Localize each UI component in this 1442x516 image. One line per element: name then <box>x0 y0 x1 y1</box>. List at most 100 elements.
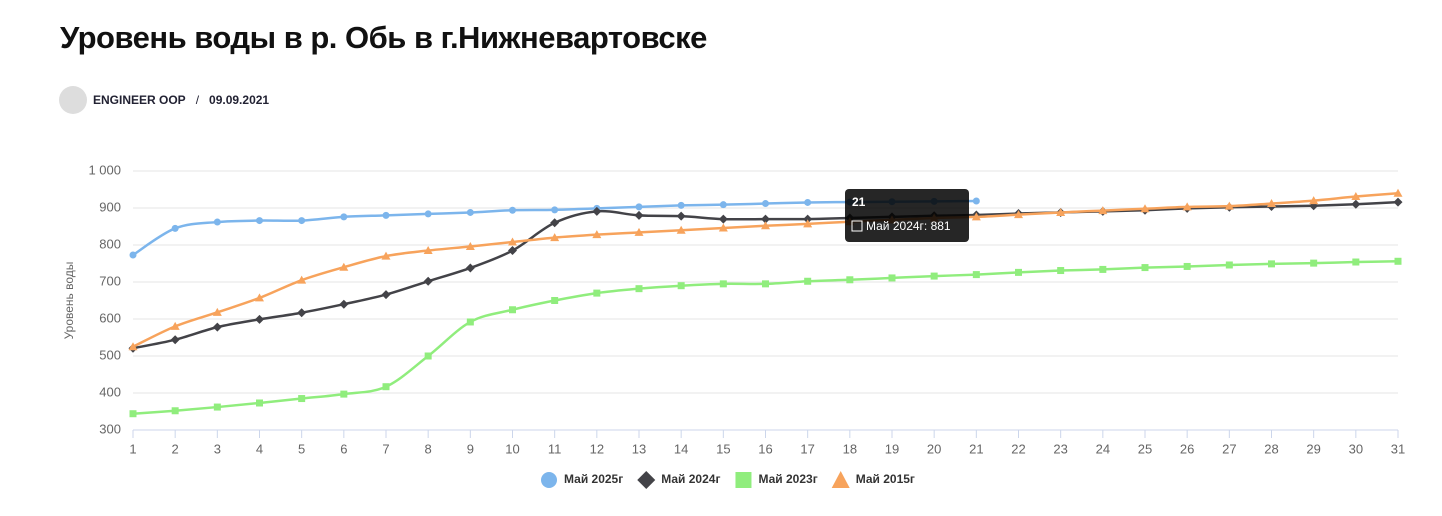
marker <box>298 395 306 403</box>
marker <box>719 201 727 209</box>
x-tick-label: 11 <box>548 441 562 456</box>
marker <box>508 246 517 256</box>
x-tick-label: 26 <box>1180 441 1194 456</box>
marker <box>550 233 560 242</box>
x-tick-label: 31 <box>1391 441 1405 456</box>
marker <box>466 208 474 216</box>
marker <box>676 225 686 234</box>
y-tick-label: 300 <box>99 421 121 436</box>
marker <box>1141 264 1149 272</box>
marker <box>170 321 180 330</box>
marker <box>128 342 138 351</box>
marker <box>1015 268 1022 276</box>
marker <box>213 403 221 411</box>
page-title: Уровень воды в р. Обь в г.Нижневартовске <box>60 20 707 55</box>
author[interactable]: ENGINEER OOP <box>93 93 186 107</box>
marker <box>256 217 263 225</box>
marker <box>803 214 813 224</box>
tooltip-text: Май 2024г: 881 <box>866 219 951 233</box>
marker <box>1352 258 1360 266</box>
marker <box>804 198 812 206</box>
x-tick-label: 19 <box>885 441 899 456</box>
avatar <box>59 86 87 114</box>
marker <box>676 211 686 221</box>
marker <box>212 307 222 316</box>
legend-label[interactable]: Май 2015г <box>856 472 915 486</box>
x-tick-label: 27 <box>1222 441 1236 456</box>
marker <box>171 224 179 232</box>
date: 09.09.2021 <box>209 93 270 107</box>
marker <box>761 214 770 224</box>
marker <box>298 217 306 225</box>
marker <box>718 214 728 224</box>
marker <box>508 237 517 246</box>
marker <box>888 274 896 282</box>
marker <box>677 201 685 209</box>
y-tick-label: 700 <box>99 273 121 288</box>
marker <box>1098 206 1108 215</box>
marker <box>297 275 307 284</box>
marker <box>718 223 728 232</box>
x-tick-label: 21 <box>969 441 983 456</box>
marker <box>1267 199 1276 208</box>
y-tick-label: 500 <box>99 347 121 362</box>
marker <box>1351 199 1361 209</box>
marker <box>381 251 391 260</box>
x-tick-label: 28 <box>1264 441 1278 456</box>
marker <box>972 271 980 279</box>
marker <box>1310 259 1318 267</box>
y-axis-label: Уровень воды <box>62 262 76 340</box>
legend-label[interactable]: Май 2023г <box>758 472 817 486</box>
y-tick-label: 600 <box>99 310 121 325</box>
marker <box>551 206 559 214</box>
marker <box>256 399 263 407</box>
marker <box>340 390 348 398</box>
legend-label[interactable]: Май 2025г <box>564 472 623 486</box>
x-tick-label: 20 <box>927 441 941 456</box>
x-tick-label: 10 <box>505 441 519 456</box>
marker <box>129 251 137 259</box>
x-tick-label: 13 <box>632 441 646 456</box>
x-tick-label: 12 <box>590 441 604 456</box>
marker <box>1099 265 1107 273</box>
x-tick-label: 5 <box>298 441 305 456</box>
x-tick-label: 29 <box>1306 441 1320 456</box>
x-tick-label: 15 <box>716 441 730 456</box>
marker <box>1268 260 1275 268</box>
x-tick-label: 24 <box>1096 441 1110 456</box>
marker <box>971 212 981 221</box>
x-tick-label: 22 <box>1011 441 1025 456</box>
marker <box>509 306 516 314</box>
marker <box>1014 210 1023 219</box>
x-tick-label: 4 <box>256 441 263 456</box>
marker <box>213 218 221 226</box>
marker <box>423 276 433 286</box>
marker <box>831 471 850 488</box>
x-tick-label: 9 <box>467 441 474 456</box>
marker <box>466 318 474 326</box>
x-tick-label: 30 <box>1349 441 1363 456</box>
marker <box>1140 204 1150 213</box>
marker <box>634 227 644 236</box>
x-tick-label: 2 <box>172 441 179 456</box>
marker <box>1056 207 1066 216</box>
marker <box>1393 197 1403 207</box>
marker <box>339 262 349 271</box>
marker <box>762 280 769 288</box>
marker <box>761 221 770 230</box>
marker <box>634 210 644 220</box>
x-tick-label: 7 <box>382 441 389 456</box>
y-tick-label: 400 <box>99 384 121 399</box>
marker <box>804 277 812 285</box>
marker <box>1351 192 1361 201</box>
legend-label[interactable]: Май 2024г <box>661 472 720 486</box>
tooltip-title: 21 <box>852 195 866 209</box>
y-tick-label: 900 <box>99 199 121 214</box>
x-tick-label: 14 <box>674 441 688 456</box>
marker <box>803 219 813 228</box>
marker <box>423 246 433 255</box>
marker <box>170 335 180 345</box>
y-tick-label: 1 000 <box>88 162 121 177</box>
x-tick-label: 23 <box>1053 441 1067 456</box>
